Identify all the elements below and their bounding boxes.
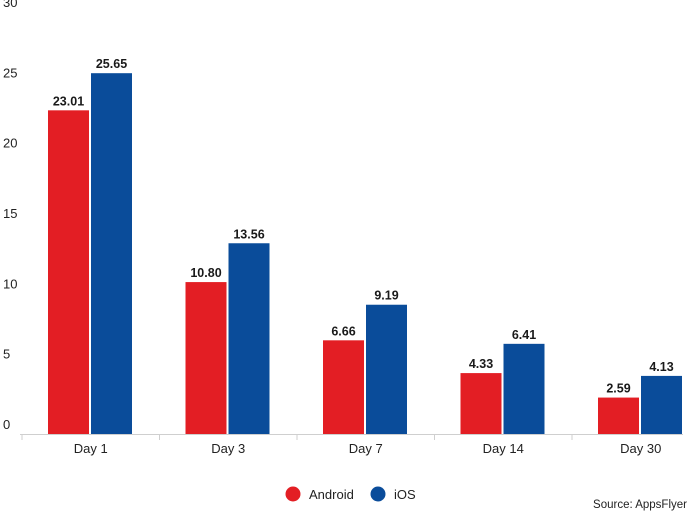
legend-label-ios: iOS [394,487,416,502]
bar-android-day-1 [48,110,89,435]
bar-ios-day-1 [91,73,132,434]
legend-label-android: Android [309,487,354,502]
data-labels: 23.01 25.65 10.80 13.56 6.66 9.19 4.33 6.41 2.59… [53,57,674,395]
bar-ios-day-7 [366,304,407,434]
x-category-label: Day 3 [211,441,245,456]
bar-ios-day-3 [228,243,270,434]
y-axis: 0 5 10 15 20 25 30 [3,0,17,432]
data-label: 6.66 [331,324,355,338]
data-label: 2.59 [606,382,630,396]
data-label: 13.56 [233,227,264,241]
source-note: Source: AppsFlyer [593,499,687,511]
data-label: 23.01 [53,94,84,108]
bars [48,73,682,435]
y-tick-label: 0 [3,417,10,432]
y-tick-label: 10 [3,276,17,291]
legend-marker-ios [370,486,386,502]
x-category-label: Day 7 [349,441,383,456]
legend-marker-android [285,486,301,502]
bar-android-day-7 [323,340,364,434]
y-tick-label: 15 [3,206,17,221]
bar-android-day-3 [185,282,227,434]
y-tick-label: 25 [3,65,17,80]
bar-ios-day-14 [503,343,545,434]
y-tick-label: 20 [3,136,17,151]
bar-android-day-30 [598,397,639,434]
data-label: 9.19 [374,289,398,303]
legend: Android iOS [285,486,416,502]
x-category-label: Day 14 [483,441,524,456]
x-axis: Day 1 Day 3 Day 7 Day 14 Day 30 [21,434,661,456]
data-label: 6.41 [512,328,536,342]
y-tick-label: 30 [3,0,17,10]
x-category-label: Day 1 [74,441,108,456]
data-label: 25.65 [96,57,127,71]
y-tick-label: 5 [3,347,10,362]
x-category-label: Day 30 [620,441,661,456]
data-label: 10.80 [190,266,221,280]
bar-android-day-14 [460,373,502,434]
data-label: 4.33 [469,357,493,371]
bar-ios-day-30 [641,375,682,434]
data-label: 4.13 [649,360,673,374]
